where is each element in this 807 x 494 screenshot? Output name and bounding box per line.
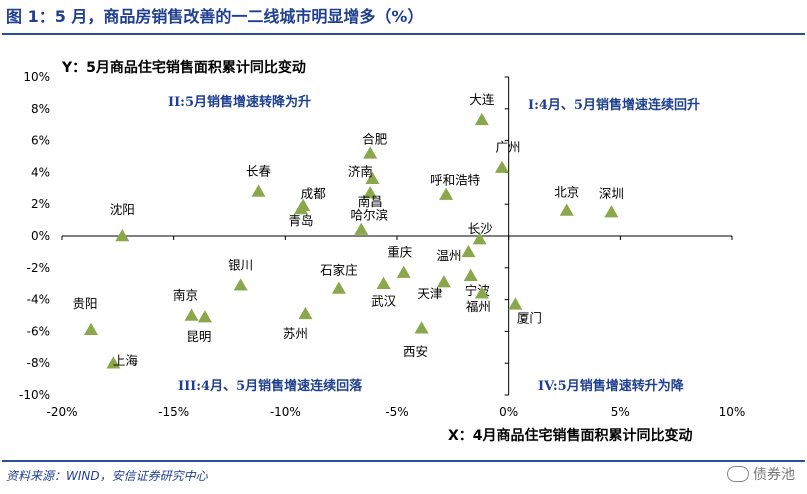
point-label: 昆明 [186, 329, 211, 344]
point-label: 沈阳 [110, 202, 135, 217]
point-label: 北京 [554, 185, 579, 200]
quadrant-label-ii: II:5月销售增速转降为升 [168, 94, 311, 110]
marker-北京 [559, 203, 574, 216]
y-tick-label: 4% [31, 165, 50, 179]
quadrant-label-i: I:4月、5月销售增速连续回升 [528, 97, 700, 113]
y-tick-label: 8% [31, 102, 50, 116]
x-tick-label: -15% [158, 405, 189, 419]
point-label: 济南 [348, 164, 373, 179]
point-label: 上海 [113, 353, 139, 368]
source-note: 资料来源：WIND，安信证券研究中心 [6, 469, 208, 483]
point-label: 南京 [173, 288, 198, 303]
marker-济南 [365, 171, 380, 185]
point-label: 长沙 [468, 221, 494, 236]
x-tick-label: 5% [611, 405, 630, 419]
x-tick-label: -10% [270, 405, 301, 419]
marker-石家庄 [331, 281, 346, 294]
marker-昆明 [197, 310, 212, 323]
point-label: 成都 [301, 186, 327, 201]
marker-南昌 [363, 186, 378, 199]
x-tick-label: -20% [46, 405, 77, 419]
marker-天津 [436, 275, 451, 288]
y-axis-title: Y：5月商品住宅销售面积累计同比变动 [61, 59, 306, 76]
point-label: 重庆 [387, 245, 413, 260]
marker-苏州 [298, 306, 313, 320]
point-label: 西安 [403, 344, 428, 359]
y-tick-label: 6% [31, 134, 50, 148]
y-tick-label: -10% [19, 388, 50, 402]
quadrant-label-iv: IV:5月销售增速转升为降 [538, 378, 685, 394]
point-label: 深圳 [599, 186, 624, 201]
point-label: 石家庄 [320, 262, 358, 277]
point-label: 青岛 [288, 213, 313, 228]
marker-广州 [494, 160, 509, 173]
chart-ticks: -20% -15% -10% -5% 0% 5% 10% -10% -8% -6% -4% -2% 0%… [19, 70, 745, 419]
point-label: 福州 [466, 299, 491, 314]
marker-大连 [474, 112, 489, 126]
marker-深圳 [604, 205, 619, 218]
footer-divider [2, 460, 805, 462]
y-tick-label: 0% [31, 229, 50, 243]
marker-合肥 [363, 146, 378, 159]
y-tick-label: -8% [27, 356, 50, 370]
point-label: 贵阳 [73, 296, 98, 311]
marker-重庆 [396, 265, 411, 278]
marker-上海 [106, 356, 121, 369]
marker-长春 [251, 184, 266, 197]
y-tick-label: -6% [27, 324, 50, 338]
x-tick-label: 0% [499, 405, 518, 419]
figure-title: 图 1：5 月，商品房销售改善的一二线城市明显增多（%） [6, 7, 424, 26]
scatter-chart: -20% -15% -10% -5% 0% 5% 10% -10% -8% -6% -4% -2% 0%… [19, 59, 745, 444]
marker-长沙 [472, 232, 487, 245]
point-label: 南昌 [358, 194, 383, 209]
point-label: 温州 [436, 248, 461, 263]
y-tick-label: -4% [27, 293, 50, 307]
marker-银川 [233, 278, 248, 291]
quadrant-label-iii: III:4月、5月销售增速连续回落 [178, 378, 363, 394]
title-divider [2, 33, 805, 35]
y-tick-label: -2% [27, 261, 50, 275]
marker-哈尔滨 [354, 222, 369, 235]
marker-沈阳 [115, 229, 130, 242]
marker-南京 [184, 308, 199, 321]
x-tick-label: 10% [719, 405, 746, 419]
x-axis-title: X：4月商品住宅销售面积累计同比变动 [448, 427, 693, 444]
point-label: 厦门 [517, 310, 542, 325]
wechat-icon [727, 466, 749, 482]
marker-武汉 [376, 276, 391, 289]
marker-宁波 [463, 268, 478, 281]
marker-贵阳 [84, 322, 99, 336]
point-label: 天津 [417, 286, 442, 301]
y-tick-label: 2% [31, 197, 50, 211]
marker-西安 [414, 321, 429, 334]
point-label: 武汉 [371, 294, 397, 309]
point-label: 合肥 [362, 131, 388, 146]
point-label: 银川 [228, 257, 253, 272]
marker-福州 [474, 286, 489, 299]
x-tick-label: -5% [385, 405, 408, 419]
point-label: 苏州 [283, 326, 308, 341]
marker-呼和浩特 [439, 187, 454, 200]
point-label: 哈尔滨 [351, 208, 389, 223]
marker-厦门 [508, 297, 523, 310]
watermark: 债券池 [727, 464, 795, 484]
y-tick-label: 10% [23, 70, 50, 84]
point-label: 呼和浩特 [430, 173, 480, 188]
marker-青岛 [293, 201, 308, 215]
point-label: 广州 [495, 140, 520, 155]
watermark-text: 债券池 [753, 467, 795, 483]
point-label: 长春 [246, 163, 272, 178]
quadrant-labels: II:5月销售增速转降为升 I:4月、5月销售增速连续回升 III:4月、5月销售增… [168, 94, 700, 394]
point-label: 大连 [469, 92, 495, 107]
marker-温州 [461, 244, 476, 258]
